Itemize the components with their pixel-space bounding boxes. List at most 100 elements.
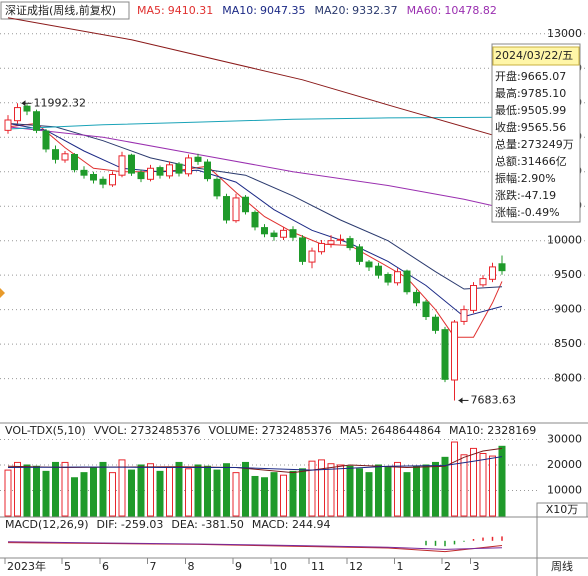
info-row: 总量:273249万 [495,137,574,151]
legend-name: MA60: [407,4,442,17]
x-tick-label: 1 [397,560,404,573]
unit-box [536,502,588,518]
candle-body [166,164,173,177]
candle-body [23,105,31,112]
volume-bar [384,467,392,517]
info-row: 涨幅:-0.49% [495,206,560,219]
annotation: 11992.32 [34,96,87,109]
info-date-bg [492,46,580,66]
candle-body [422,301,430,318]
x-tick-label: 8 [188,560,195,573]
x-tick-label: 6 [102,560,109,573]
candle-body [413,291,420,304]
volume-bar [52,461,59,517]
legend-entry: MA60: 10478.82 [407,4,497,17]
volume-unit: X10万 [546,503,579,516]
volume-bar [166,467,173,517]
candle-body [242,196,249,213]
volume-bar [451,441,458,517]
candle-body [280,229,287,238]
ma-line [7,122,503,290]
candle-body [251,211,259,228]
volume-bar [4,469,12,517]
info-label: 收盘: [495,120,521,134]
candle-body [223,196,230,221]
volume-bar [109,472,116,517]
volume-legend: VVOL: 2732485376 [94,424,201,437]
info-value: -47.19 [521,189,556,202]
legend-entry: MA20: 9332.37 [314,4,397,17]
ma-line [7,17,503,139]
volume-bar [128,469,135,517]
annotation: 7683.63 [471,393,517,406]
candle-body [346,238,354,249]
info-row: 涨跌:-47.19 [495,188,556,202]
annotation-arrow [458,397,463,404]
volume-bar [261,477,268,517]
y-tick-label: 13000 [547,27,582,40]
volume-bar [14,461,21,517]
x-tick-label: 2023年 [7,559,46,573]
volume-bar [118,459,126,517]
candle-body [498,263,506,272]
volume-bar [460,454,468,517]
legend-value: 9410.31 [168,4,214,17]
x-tick-label: 11 [311,560,325,573]
volume-bar [232,472,240,517]
candle-body [270,232,278,238]
volume-bar [33,465,40,517]
info-date: 2024/03/22/五 [495,49,573,62]
volume-bar [441,456,449,517]
candle-body [204,161,211,180]
info-box [491,43,581,223]
candle-body [71,153,78,171]
ma-line [7,126,503,209]
candle-body [118,155,126,176]
x-tick-label: 9 [235,560,242,573]
info-label: 开盘: [495,69,521,83]
candle-body [14,107,21,122]
volume-bar [213,469,221,517]
info-label: 最低: [495,104,521,117]
volume-bar [175,461,183,517]
y-tick-label: 9000 [554,303,582,316]
volume-bar [42,470,50,517]
volume-bar [299,468,306,517]
ma-line [7,122,503,318]
candle-body [441,329,449,380]
info-row: 最低:9505.99 [495,104,566,117]
candle-body [289,229,297,238]
candle-body [451,321,458,381]
info-label: 振幅: [495,171,521,185]
candle-body [147,167,154,180]
volume-bar [413,465,420,517]
volume-bar [356,468,363,517]
candle-body [137,171,145,180]
chart-title: 深证成指(周线,前复权) [5,3,116,17]
volume-bar [90,467,97,517]
info-value: 273249万 [521,138,574,151]
candle-body [156,167,164,176]
info-value: 9785.10 [521,87,567,100]
candle-body [52,149,59,160]
macd-line [7,541,503,550]
y-tick-label: 20000 [547,458,582,471]
info-label: 总量: [495,137,521,151]
volume-bar [80,472,88,517]
candle-body [384,273,392,283]
candle-body [432,316,439,331]
candle-body [185,157,192,175]
info-row: 开盘:9665.07 [495,69,566,83]
volume-bar [204,465,211,517]
legend-name: MA5: [137,4,165,17]
macd-legend: DEA: -381.50 [171,518,243,531]
candle-body [308,250,316,263]
title-box [0,1,130,20]
x-tick-label: 5 [64,560,71,573]
info-label: 总额: [495,154,521,168]
volume-legend: MA5: 2648644864 [340,424,441,437]
candle-body [80,169,88,176]
x-tick-label: 2 [444,560,451,573]
candle-body [194,156,202,162]
candle-body [213,178,221,197]
